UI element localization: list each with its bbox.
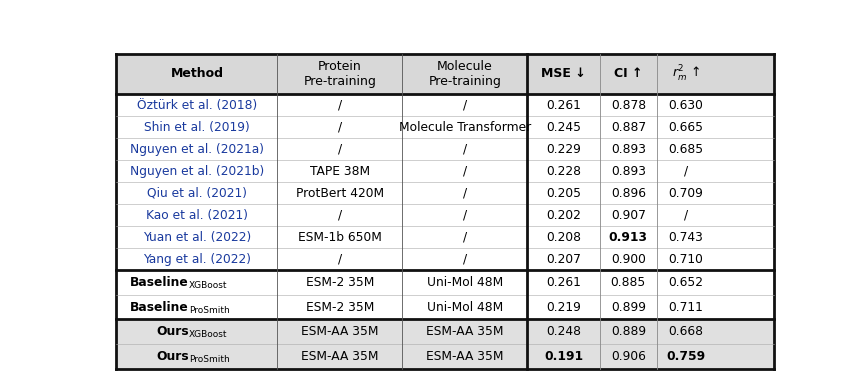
Text: 0.229: 0.229 — [546, 143, 581, 156]
Text: /: / — [462, 231, 467, 244]
Text: Ours: Ours — [156, 350, 189, 363]
Text: Molecule Transformer: Molecule Transformer — [398, 121, 531, 134]
Text: /: / — [462, 208, 467, 222]
Text: Uni-Mol 48M: Uni-Mol 48M — [427, 301, 503, 314]
Text: 0.878: 0.878 — [611, 99, 646, 112]
Text: 0.711: 0.711 — [669, 301, 703, 314]
Bar — [116, 94, 774, 270]
Text: ESM-2 35M: ESM-2 35M — [306, 276, 374, 289]
Text: 0.261: 0.261 — [546, 99, 581, 112]
Text: 0.743: 0.743 — [669, 231, 703, 244]
Text: Öztürk et al. (2018): Öztürk et al. (2018) — [137, 99, 257, 112]
Text: Kao et al. (2021): Kao et al. (2021) — [145, 208, 248, 222]
Bar — [116, 270, 774, 319]
Text: 0.893: 0.893 — [611, 165, 646, 178]
Text: /: / — [338, 253, 342, 265]
Text: CI ↑: CI ↑ — [614, 67, 643, 81]
Text: Baseline: Baseline — [130, 276, 189, 289]
Text: /: / — [462, 143, 467, 156]
Text: 0.261: 0.261 — [546, 276, 581, 289]
Text: 0.900: 0.900 — [611, 253, 646, 265]
Text: 0.665: 0.665 — [669, 121, 703, 134]
Text: Nguyen et al. (2021b): Nguyen et al. (2021b) — [130, 165, 264, 178]
Bar — [116, 54, 774, 94]
Text: Baseline: Baseline — [130, 301, 189, 314]
Text: ESM-AA 35M: ESM-AA 35M — [301, 350, 378, 363]
Text: 0.685: 0.685 — [669, 143, 703, 156]
Text: 0.885: 0.885 — [611, 276, 646, 289]
Text: 0.906: 0.906 — [611, 350, 646, 363]
Text: /: / — [338, 121, 342, 134]
Text: 0.207: 0.207 — [546, 253, 581, 265]
Text: /: / — [462, 165, 467, 178]
Bar — [116, 319, 774, 369]
Text: Uni-Mol 48M: Uni-Mol 48M — [427, 276, 503, 289]
Text: 0.889: 0.889 — [611, 325, 646, 338]
Text: Ours: Ours — [156, 325, 189, 338]
Text: Yang et al. (2022): Yang et al. (2022) — [143, 253, 251, 265]
Text: ESM-1b 650M: ESM-1b 650M — [298, 231, 382, 244]
Text: XGBoost: XGBoost — [189, 330, 227, 339]
Text: XGBoost: XGBoost — [189, 281, 227, 290]
Text: /: / — [684, 208, 688, 222]
Text: Qiu et al. (2021): Qiu et al. (2021) — [147, 187, 247, 199]
Text: 0.913: 0.913 — [609, 231, 648, 244]
Text: 0.630: 0.630 — [669, 99, 703, 112]
Text: Nguyen et al. (2021a): Nguyen et al. (2021a) — [130, 143, 264, 156]
Text: ESM-AA 35M: ESM-AA 35M — [426, 325, 504, 338]
Text: 0.759: 0.759 — [666, 350, 706, 363]
Text: 0.887: 0.887 — [611, 121, 646, 134]
Text: 0.893: 0.893 — [611, 143, 646, 156]
Text: TAPE 38M: TAPE 38M — [310, 165, 370, 178]
Text: 0.208: 0.208 — [546, 231, 581, 244]
Text: Shin et al. (2019): Shin et al. (2019) — [144, 121, 249, 134]
Text: 0.205: 0.205 — [546, 187, 581, 199]
Text: /: / — [462, 253, 467, 265]
Text: 0.896: 0.896 — [611, 187, 646, 199]
Text: 0.668: 0.668 — [669, 325, 703, 338]
Text: /: / — [462, 187, 467, 199]
Text: 0.652: 0.652 — [669, 276, 703, 289]
Text: /: / — [338, 99, 342, 112]
Text: 0.248: 0.248 — [546, 325, 581, 338]
Text: ProSmith: ProSmith — [189, 355, 229, 364]
Text: 0.228: 0.228 — [546, 165, 581, 178]
Text: 0.907: 0.907 — [611, 208, 646, 222]
Text: ProtBert 420M: ProtBert 420M — [296, 187, 384, 199]
Text: 0.899: 0.899 — [611, 301, 646, 314]
Text: Protein
Pre-training: Protein Pre-training — [303, 60, 377, 88]
Text: ESM-AA 35M: ESM-AA 35M — [301, 325, 378, 338]
Text: Molecule
Pre-training: Molecule Pre-training — [429, 60, 501, 88]
Text: 0.219: 0.219 — [546, 301, 581, 314]
Text: /: / — [684, 165, 688, 178]
Text: /: / — [338, 208, 342, 222]
Text: Method: Method — [171, 67, 223, 81]
Text: ESM-2 35M: ESM-2 35M — [306, 301, 374, 314]
Text: 0.709: 0.709 — [669, 187, 703, 199]
Text: 0.245: 0.245 — [546, 121, 581, 134]
Text: $r_m^2\,\uparrow$: $r_m^2\,\uparrow$ — [672, 64, 700, 84]
Text: Yuan et al. (2022): Yuan et al. (2022) — [143, 231, 251, 244]
Text: 0.191: 0.191 — [544, 350, 583, 363]
Text: MSE ↓: MSE ↓ — [541, 67, 586, 81]
Text: ESM-AA 35M: ESM-AA 35M — [426, 350, 504, 363]
Text: /: / — [462, 99, 467, 112]
Text: 0.710: 0.710 — [669, 253, 703, 265]
Text: 0.202: 0.202 — [546, 208, 581, 222]
Text: ProSmith: ProSmith — [189, 305, 229, 314]
Text: /: / — [338, 143, 342, 156]
